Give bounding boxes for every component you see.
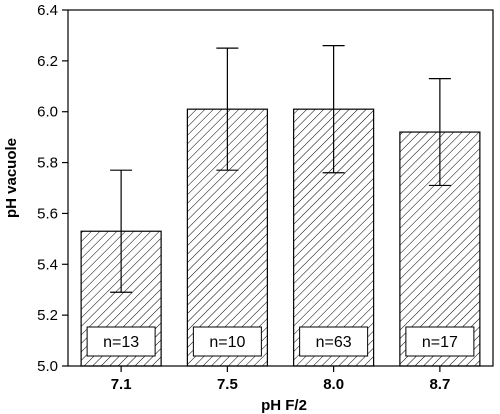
plot-frame [67, 9, 494, 367]
x-tick-label: 7.5 [217, 376, 238, 393]
bars-group: n=13 n=10 n=63 n=17 [80, 44, 481, 367]
y-axis-label: pH vacuole [3, 138, 20, 218]
x-tick-label: 8.0 [323, 376, 344, 393]
x-tick-label: 8.7 [429, 376, 450, 393]
n-label-box [405, 326, 475, 357]
x-axis: 7.1 7.5 8.0 8.7 [111, 366, 450, 393]
y-axis: 5.0 5.2 5.4 5.6 5.8 6.0 6.2 6.4 [37, 2, 68, 375]
n-label-box [192, 326, 262, 357]
bar-group: n=13 [80, 169, 162, 367]
y-tick-label: 6.2 [37, 53, 58, 70]
y-tick-label: 6.4 [37, 2, 58, 19]
y-tick-label: 5.0 [37, 358, 58, 375]
y-tick-label: 6.0 [37, 104, 58, 121]
x-tick-label: 7.1 [111, 376, 132, 393]
y-tick-label: 5.6 [37, 205, 58, 222]
n-label: n=13 [103, 334, 139, 351]
n-label: n=63 [316, 334, 352, 351]
plot-border [67, 9, 494, 367]
bar-group: n=10 [186, 47, 268, 367]
n-label: n=10 [209, 334, 245, 351]
bar-group: n=63 [293, 44, 375, 367]
y-tick-label: 5.2 [37, 307, 58, 324]
n-label-box [299, 326, 369, 357]
bar [186, 108, 268, 367]
y-tick-label: 5.8 [37, 155, 58, 172]
bar-group: n=17 [399, 78, 481, 367]
n-label-box [86, 326, 156, 357]
n-label: n=17 [422, 334, 458, 351]
x-axis-label: pH F/2 [261, 397, 307, 414]
y-tick-label: 5.4 [37, 256, 58, 273]
